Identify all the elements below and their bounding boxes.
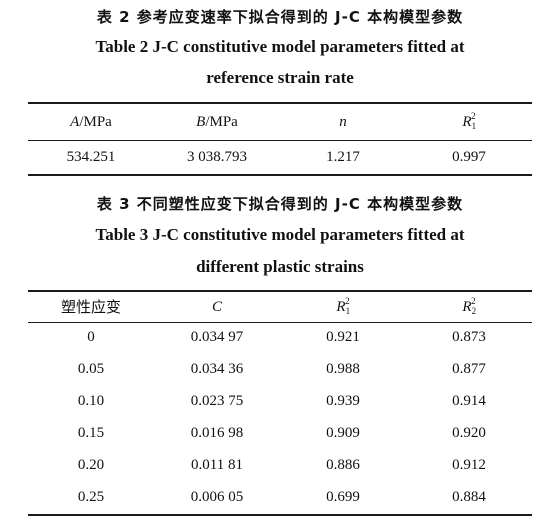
- table3-header-c: C: [211, 299, 222, 315]
- table2-header-a: A/MPa: [70, 114, 112, 130]
- table3-cell-r1: 0.699: [326, 489, 360, 505]
- table2-cell-n: 1.217: [326, 149, 360, 165]
- table2-cell-a: 534.251: [66, 149, 116, 165]
- table3-cell-r2: 0.912: [452, 457, 486, 473]
- table3-cell-strain: 0: [87, 329, 95, 345]
- table3-header-strain: 塑性应变: [60, 298, 121, 316]
- table3-caption-en-line2: different plastic strains: [196, 257, 364, 276]
- table3-header-rule: [28, 322, 532, 323]
- table3-cell-strain: 0.05: [77, 361, 105, 377]
- table3-cell-r1: 0.939: [326, 393, 360, 409]
- table3-cell-r1: 0.909: [326, 425, 360, 441]
- table-row: 0 0.034 97 0.921 0.873: [28, 322, 532, 352]
- table-row: 0.20 0.011 81 0.886 0.912: [28, 450, 532, 480]
- table2-header-b: B/MPa: [196, 114, 238, 130]
- table2-header-r-squared: R12: [462, 111, 477, 131]
- table-row: 0.15 0.016 98 0.909 0.920: [28, 418, 532, 448]
- table3-header-row: 塑性应变 C R12 R22: [28, 292, 532, 322]
- table3-cell-strain: 0.25: [77, 489, 105, 505]
- table-row: 0.10 0.023 75 0.939 0.914: [28, 386, 532, 416]
- table2-header-rule: [28, 140, 532, 141]
- table3-cell-strain: 0.15: [77, 425, 105, 441]
- table3-cell-r1: 0.886: [326, 457, 360, 473]
- table3-caption-en-line1: Table 3 J-C constitutive model parameter…: [95, 225, 465, 244]
- table3-cell-r2: 0.914: [452, 393, 486, 409]
- table3-cell-c: 0.011 81: [191, 457, 243, 473]
- table3-header-r2-squared: R22: [462, 296, 477, 316]
- table3-top-rule: [28, 290, 532, 292]
- table-row: 0.25 0.006 05 0.699 0.884: [28, 482, 532, 512]
- table3-cell-c: 0.006 05: [190, 489, 244, 505]
- table2-caption-en-line1: Table 2 J-C constitutive model parameter…: [95, 37, 465, 56]
- table3-cell-r2: 0.877: [452, 361, 486, 377]
- table2-cell-b: 3 038.793: [187, 149, 247, 165]
- table2-bottom-rule: [28, 174, 532, 176]
- table3-cell-r2: 0.873: [452, 329, 486, 345]
- table3-caption-zh: 表 3 不同塑性应变下拟合得到的 J-C 本构模型参数: [96, 195, 464, 213]
- table3-cell-c: 0.034 97: [190, 329, 244, 345]
- table-row: 0.05 0.034 36 0.988 0.877: [28, 354, 532, 384]
- table2-cell-r: 0.997: [452, 149, 486, 165]
- table3-cell-r1: 0.921: [326, 329, 360, 345]
- table3-cell-c: 0.016 98: [190, 425, 244, 441]
- table3-header-r1-squared: R12: [336, 296, 351, 316]
- table3-cell-c: 0.023 75: [190, 393, 244, 409]
- table2-top-rule: [28, 102, 532, 104]
- table3-cell-r1: 0.988: [326, 361, 360, 377]
- table3-cell-c: 0.034 36: [190, 361, 244, 377]
- table3-cell-r2: 0.884: [452, 489, 486, 505]
- table2-header-row: A/MPa B/MPa n R12: [28, 107, 532, 137]
- table3-cell-strain: 0.20: [77, 457, 105, 473]
- table2-header-n: n: [339, 114, 347, 130]
- table3-cell-strain: 0.10: [77, 393, 105, 409]
- table-row: 534.251 3 038.793 1.217 0.997: [28, 142, 532, 172]
- table2-caption-en-line2: reference strain rate: [206, 68, 354, 87]
- table3-cell-r2: 0.920: [452, 425, 486, 441]
- table2-caption-zh: 表 2 参考应变速率下拟合得到的 J-C 本构模型参数: [96, 8, 464, 26]
- table3-bottom-rule: [28, 514, 532, 516]
